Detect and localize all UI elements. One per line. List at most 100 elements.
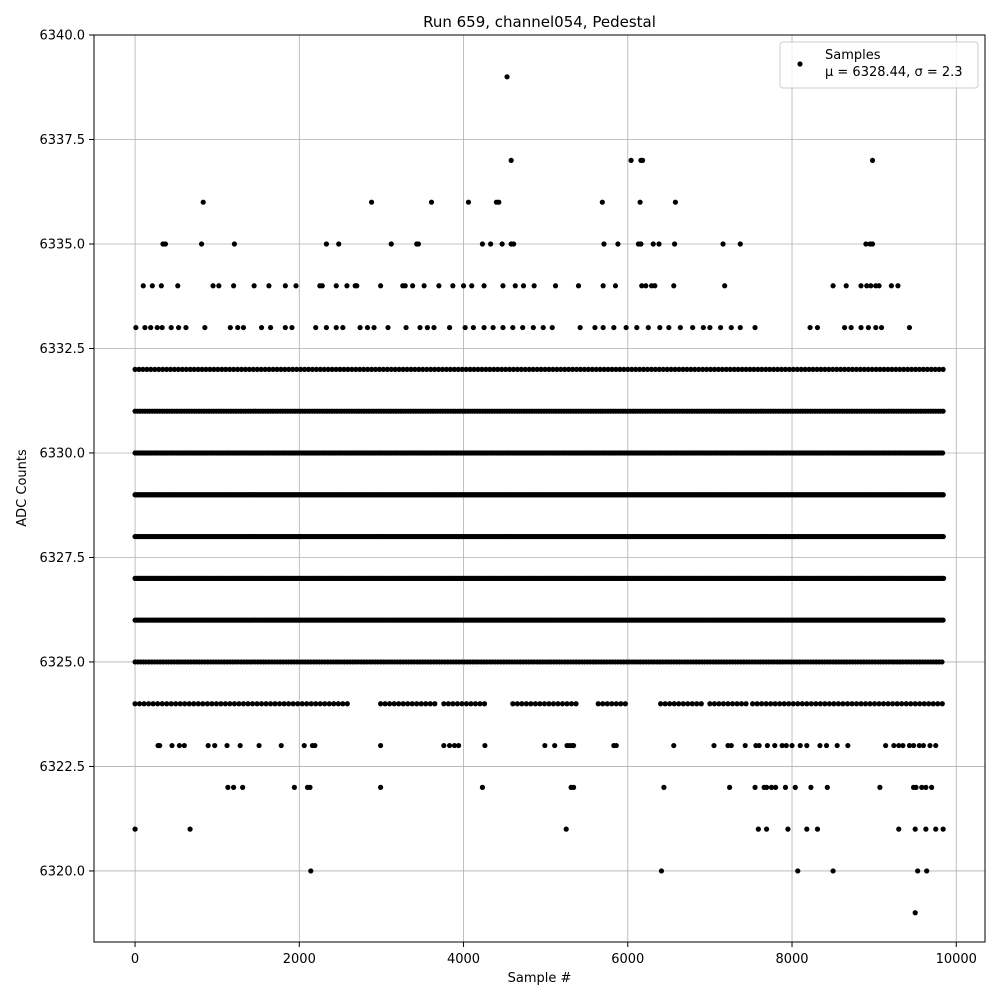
- data-point: [463, 701, 470, 707]
- data-point: [939, 701, 945, 707]
- data-point: [729, 701, 736, 707]
- data-point: [840, 701, 846, 707]
- data-point: [148, 324, 154, 331]
- data-point: [140, 283, 146, 289]
- data-point: [182, 701, 188, 707]
- data-point: [566, 366, 572, 372]
- data-point: [715, 366, 722, 372]
- data-point: [912, 701, 918, 707]
- data-point: [782, 366, 789, 372]
- data-point: [804, 701, 810, 707]
- x-tick-label: 0: [131, 952, 139, 967]
- data-point: [266, 366, 272, 372]
- data-point: [873, 324, 879, 331]
- data-point: [737, 241, 743, 247]
- data-point: [865, 366, 871, 372]
- data-point: [807, 324, 813, 331]
- data-point: [392, 366, 398, 372]
- data-point: [349, 366, 355, 372]
- data-point: [817, 701, 823, 707]
- data-point: [541, 701, 548, 707]
- data-point: [179, 366, 185, 372]
- data-point: [680, 366, 686, 372]
- data-point: [222, 701, 228, 707]
- data-point: [689, 701, 695, 707]
- data-point: [661, 784, 667, 790]
- data-point: [132, 701, 138, 707]
- data-point: [227, 366, 233, 372]
- data-point: [286, 701, 292, 707]
- data-point: [256, 742, 262, 749]
- data-point: [558, 366, 564, 372]
- data-point: [569, 366, 576, 372]
- data-point: [664, 366, 670, 372]
- data-point: [782, 784, 789, 790]
- data-point: [421, 283, 427, 289]
- data-point: [880, 701, 887, 707]
- data-point: [581, 366, 588, 372]
- data-point: [618, 701, 624, 707]
- data-point: [857, 366, 863, 372]
- data-point: [157, 742, 163, 749]
- data-point: [512, 283, 518, 289]
- data-point: [240, 701, 247, 707]
- data-point: [534, 366, 540, 372]
- data-point: [487, 366, 493, 372]
- data-point: [329, 366, 335, 372]
- data-point: [835, 701, 842, 707]
- data-point: [906, 742, 913, 749]
- data-point: [912, 366, 919, 372]
- data-point: [274, 366, 280, 372]
- data-point: [694, 701, 700, 707]
- data-point: [806, 366, 812, 372]
- data-point: [826, 701, 832, 707]
- data-point: [276, 701, 283, 707]
- data-point: [692, 366, 698, 372]
- data-point: [181, 742, 187, 749]
- data-point: [858, 701, 864, 707]
- data-point: [752, 324, 758, 331]
- data-point: [903, 701, 909, 707]
- data-point: [195, 701, 201, 707]
- data-point: [216, 283, 222, 289]
- data-point: [727, 366, 733, 372]
- data-point: [312, 742, 318, 749]
- data-point: [520, 324, 526, 331]
- data-point: [613, 366, 619, 372]
- data-point: [482, 742, 488, 749]
- data-point: [514, 701, 520, 707]
- x-tick-label: 2000: [283, 952, 316, 967]
- data-point: [313, 701, 319, 707]
- data-point: [387, 701, 393, 707]
- data-point: [868, 283, 874, 289]
- y-tick-label: 6337.5: [40, 133, 86, 148]
- data-point: [790, 701, 796, 707]
- data-point: [768, 784, 775, 790]
- data-point: [415, 241, 421, 247]
- data-point: [853, 701, 860, 707]
- data-point: [700, 366, 706, 372]
- data-point: [549, 324, 555, 331]
- data-point: [926, 701, 932, 707]
- data-point: [301, 742, 307, 749]
- data-point: [450, 283, 456, 289]
- data-point: [864, 283, 870, 289]
- data-point: [737, 324, 743, 331]
- data-point: [254, 701, 260, 707]
- data-point: [893, 366, 899, 372]
- data-point: [443, 366, 450, 372]
- data-point: [676, 701, 682, 707]
- data-point: [826, 366, 832, 372]
- data-point: [638, 241, 644, 247]
- data-point: [905, 366, 911, 372]
- data-point: [940, 366, 946, 372]
- data-point: [720, 701, 727, 707]
- data-point: [468, 701, 474, 707]
- data-point: [451, 742, 458, 749]
- data-point: [237, 742, 243, 749]
- data-point: [858, 283, 864, 289]
- data-point: [158, 283, 164, 289]
- data-point: [573, 701, 579, 707]
